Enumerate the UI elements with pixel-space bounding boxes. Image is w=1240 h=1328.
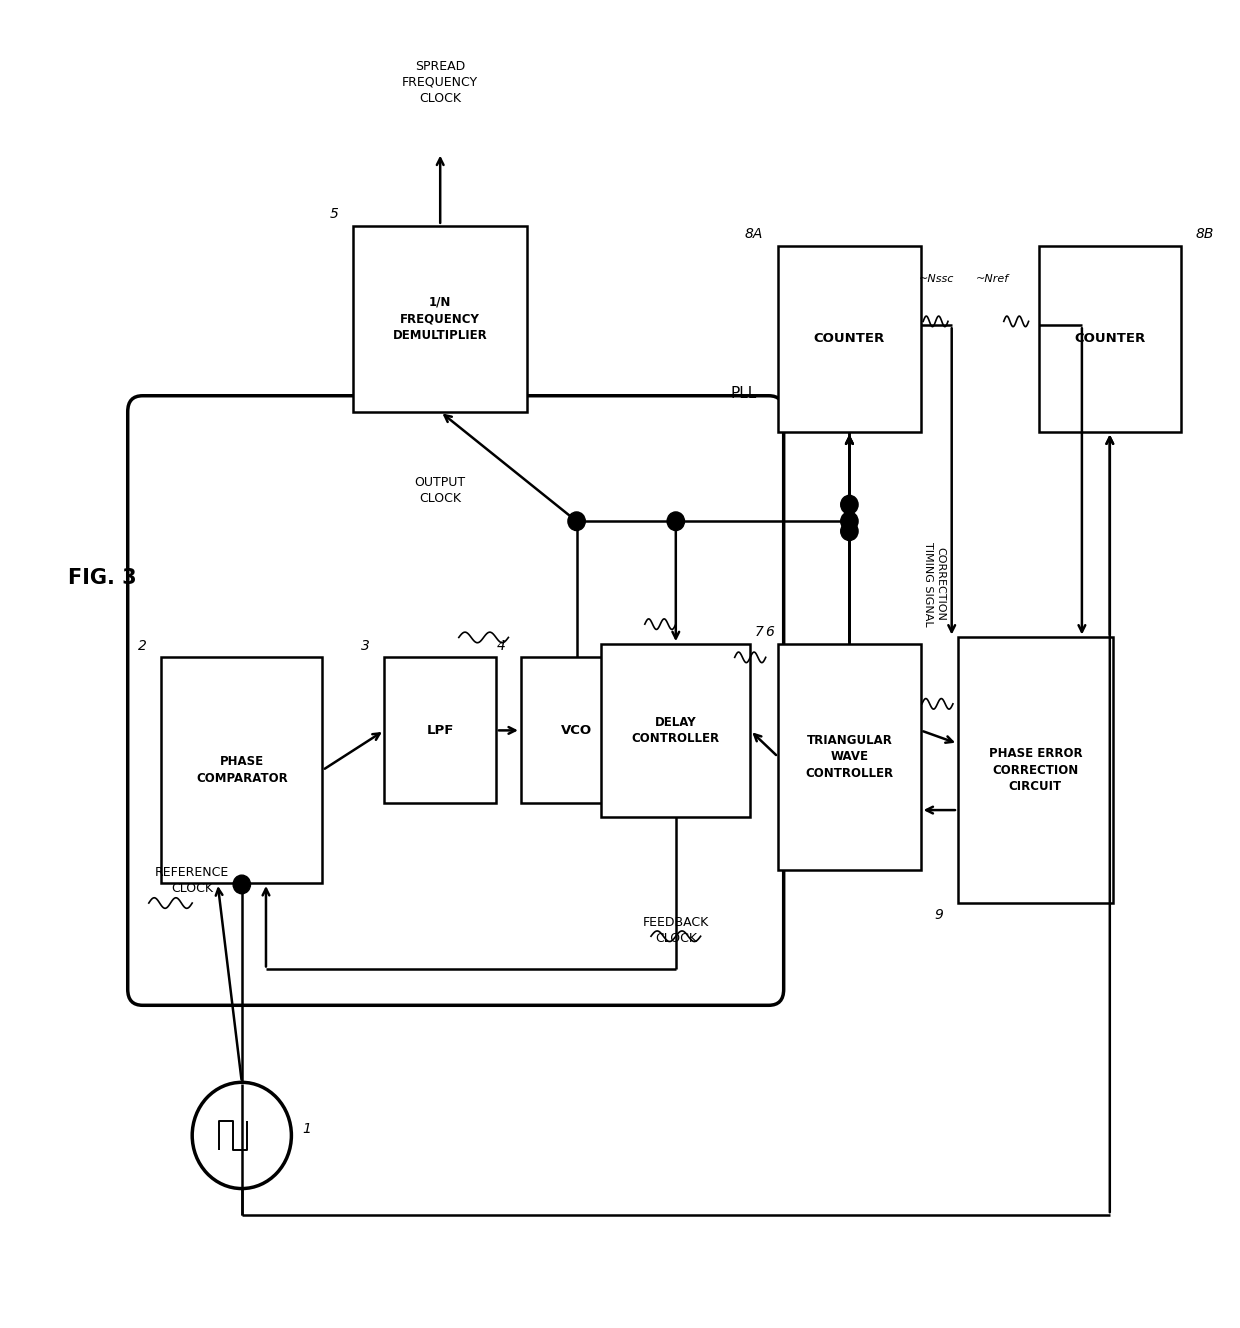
Text: 1: 1 — [303, 1122, 311, 1135]
Text: ~Nref: ~Nref — [976, 274, 1008, 284]
Text: 7: 7 — [754, 625, 764, 639]
Bar — [384, 657, 496, 803]
Circle shape — [841, 495, 858, 514]
Text: 3: 3 — [361, 639, 370, 652]
Bar — [779, 644, 920, 870]
Text: 9: 9 — [934, 908, 942, 922]
FancyBboxPatch shape — [128, 396, 784, 1005]
Text: 6: 6 — [765, 625, 774, 639]
Text: LPF: LPF — [427, 724, 454, 737]
Text: CORRECTION
TIMING SIGNAL: CORRECTION TIMING SIGNAL — [923, 542, 945, 627]
Text: ~Nssc: ~Nssc — [919, 274, 954, 284]
Bar — [1039, 246, 1180, 432]
Text: DELAY
CONTROLLER: DELAY CONTROLLER — [631, 716, 720, 745]
Bar — [353, 226, 527, 412]
Text: 1/N
FREQUENCY
DEMULTIPLIER: 1/N FREQUENCY DEMULTIPLIER — [393, 296, 487, 341]
Text: PHASE ERROR
CORRECTION
CIRCUIT: PHASE ERROR CORRECTION CIRCUIT — [988, 748, 1083, 793]
Text: PHASE
COMPARATOR: PHASE COMPARATOR — [196, 756, 288, 785]
Bar — [779, 246, 920, 432]
Text: FIG. 3: FIG. 3 — [68, 567, 136, 588]
Text: 4: 4 — [497, 639, 506, 652]
Circle shape — [233, 875, 250, 894]
Circle shape — [841, 522, 858, 540]
Circle shape — [568, 513, 585, 531]
Bar — [521, 657, 632, 803]
Bar — [601, 644, 750, 817]
Bar — [161, 657, 322, 883]
Text: FEEDBACK
CLOCK: FEEDBACK CLOCK — [642, 916, 709, 946]
Circle shape — [667, 513, 684, 531]
Text: VCO: VCO — [560, 724, 593, 737]
Text: COUNTER: COUNTER — [813, 332, 885, 345]
Text: 8B: 8B — [1195, 227, 1214, 240]
Text: 2: 2 — [138, 639, 146, 652]
Circle shape — [841, 513, 858, 531]
Bar — [957, 637, 1114, 903]
Text: REFERENCE
CLOCK: REFERENCE CLOCK — [155, 866, 229, 895]
Text: 5: 5 — [330, 207, 339, 220]
Text: TRIANGULAR
WAVE
CONTROLLER: TRIANGULAR WAVE CONTROLLER — [805, 734, 894, 780]
Text: COUNTER: COUNTER — [1074, 332, 1146, 345]
Text: 8A: 8A — [745, 227, 764, 240]
Text: SPREAD
FREQUENCY
CLOCK: SPREAD FREQUENCY CLOCK — [402, 60, 479, 105]
Text: PLL: PLL — [730, 386, 756, 401]
Text: OUTPUT
CLOCK: OUTPUT CLOCK — [414, 475, 466, 505]
